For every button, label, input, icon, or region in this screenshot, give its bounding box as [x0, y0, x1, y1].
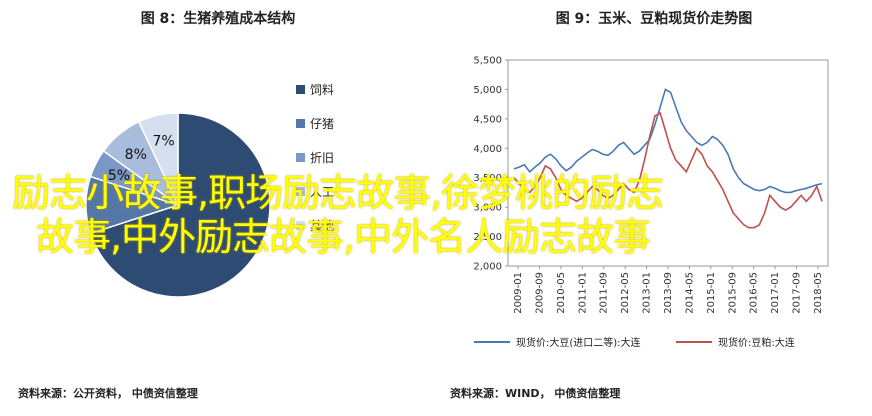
- x-tick-label: 2014-05: [684, 272, 695, 314]
- y-tick-label: 3,000: [473, 203, 502, 214]
- y-tick-label: 5,500: [473, 56, 502, 67]
- price-trend-panel: 图 9：玉米、豆粕现货价走势图 2,000 2,500 3,000 3,500 4,00…: [436, 0, 872, 416]
- x-tick-label: 2013-01: [642, 272, 653, 314]
- pie-slice-other: [137, 112, 179, 206]
- cost-structure-panel: 图 8：生猪养殖成本结构 5% 8% 7% 饲料仔猪折旧人工其他 资料来源：公开资料，…: [18, 11, 334, 400]
- legend-swatch-other: [296, 221, 305, 230]
- right-chart-source: 资料来源：WIND， 中债资信整理: [450, 387, 621, 400]
- y-tick-label: 3,500: [473, 173, 502, 184]
- line-chart: 2,000 2,500 3,000 3,500 4,000 4,500 5,000 5,500…: [473, 56, 829, 349]
- y-tick-label: 2,500: [473, 232, 502, 243]
- x-tick-label: 2012-05: [620, 272, 631, 314]
- legend-series-label-1: 现货价:豆粕:大连: [718, 336, 795, 349]
- x-tick-label: 2017-01: [770, 272, 781, 314]
- legend-label-feed: 饲料: [310, 83, 334, 97]
- overlay-line-2: 故事,中外励志故事,中外名人励志故事: [36, 215, 651, 259]
- series-line-soymeal: [513, 111, 823, 229]
- x-tick-label: 2017-09: [792, 272, 803, 314]
- y-tick-label: 4,000: [473, 144, 502, 155]
- y-tick-label: 5,000: [473, 85, 502, 96]
- x-tick-label: 2016-05: [749, 272, 760, 314]
- x-tick-label: 2009-01: [513, 272, 524, 314]
- legend-swatch-depreciation: [296, 153, 305, 162]
- legend-swatch-piglet: [296, 119, 305, 128]
- overlay-line-1: 励志小故事,职场励志故事,徐梦桃的励志: [12, 171, 664, 215]
- pie-data-label: 8%: [125, 147, 147, 163]
- x-tick-label: 2015-01: [706, 272, 717, 314]
- legend-label-piglet: 仔猪: [310, 117, 334, 131]
- y-tick-label: 2,000: [473, 262, 502, 273]
- left-chart-title: 图 8：生猪养殖成本结构: [140, 11, 296, 27]
- legend-label-depreciation: 折旧: [310, 150, 334, 165]
- y-tick-label: 4,500: [473, 114, 502, 125]
- x-tick-label: 2011-01: [577, 272, 588, 314]
- legend-label-labor: 人工: [310, 185, 334, 199]
- right-chart-title: 图 9：玉米、豆粕现货价走势图: [555, 11, 753, 27]
- left-chart-source: 资料来源：公开资料， 中债资信整理: [18, 387, 198, 400]
- pie-data-label: 7%: [152, 133, 174, 149]
- x-tick-label: 2018-05: [813, 272, 824, 314]
- x-tick-label: 2013-09: [663, 272, 674, 314]
- legend-series-label-0: 现货价:大豆(进口二等):大连: [516, 336, 641, 349]
- x-tick-label: 2010-05: [556, 272, 567, 314]
- x-tick-label: 2009-09: [534, 272, 545, 314]
- legend-swatch-labor: [296, 187, 305, 196]
- x-tick-label: 2015-09: [727, 272, 738, 314]
- legend-swatch-feed: [296, 85, 305, 94]
- legend-label-other: 其他: [310, 219, 334, 233]
- x-tick-label: 2011-09: [599, 272, 610, 314]
- series-line-soybean: [513, 88, 823, 194]
- pie-data-label: 5%: [108, 168, 130, 184]
